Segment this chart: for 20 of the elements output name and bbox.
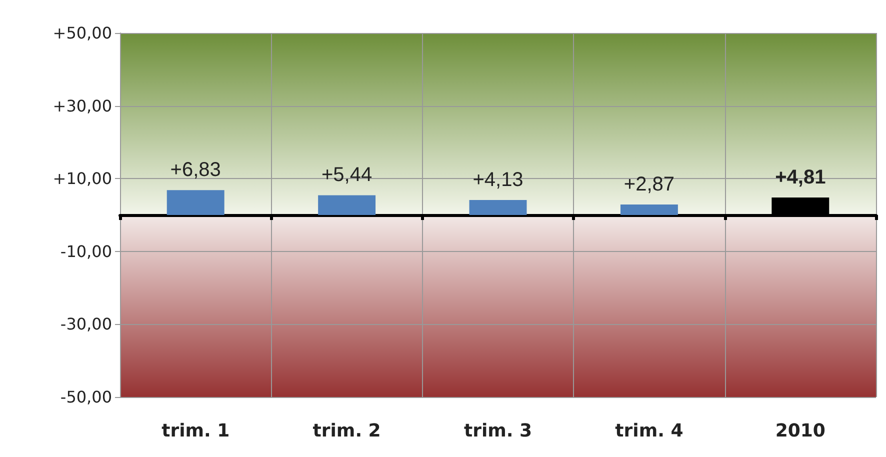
x-tick-label: trim. 1 [162, 420, 230, 442]
data-label: +5,44 [321, 164, 372, 186]
data-label: +2,87 [624, 174, 675, 196]
y-tick-label: +30,00 [52, 96, 112, 116]
y-tick-label: -10,00 [60, 242, 112, 261]
x-tick-label: 2010 [775, 420, 826, 442]
bar [469, 200, 527, 215]
x-tick-label: trim. 3 [464, 420, 532, 442]
y-tick-label: +50,00 [52, 24, 112, 42]
y-tick-label: +10,00 [52, 169, 112, 188]
x-tick-label: trim. 2 [312, 420, 381, 442]
y-tick-label: -30,00 [60, 314, 112, 334]
data-label: +4,81 [775, 166, 826, 188]
bar [318, 195, 376, 215]
bar [166, 190, 224, 215]
data-label: +4,13 [472, 168, 524, 191]
y-tick-label: -50,00 [60, 388, 112, 406]
data-label: +6,83 [170, 159, 221, 182]
bar [620, 204, 678, 215]
x-tick-label: trim. 4 [615, 420, 684, 442]
